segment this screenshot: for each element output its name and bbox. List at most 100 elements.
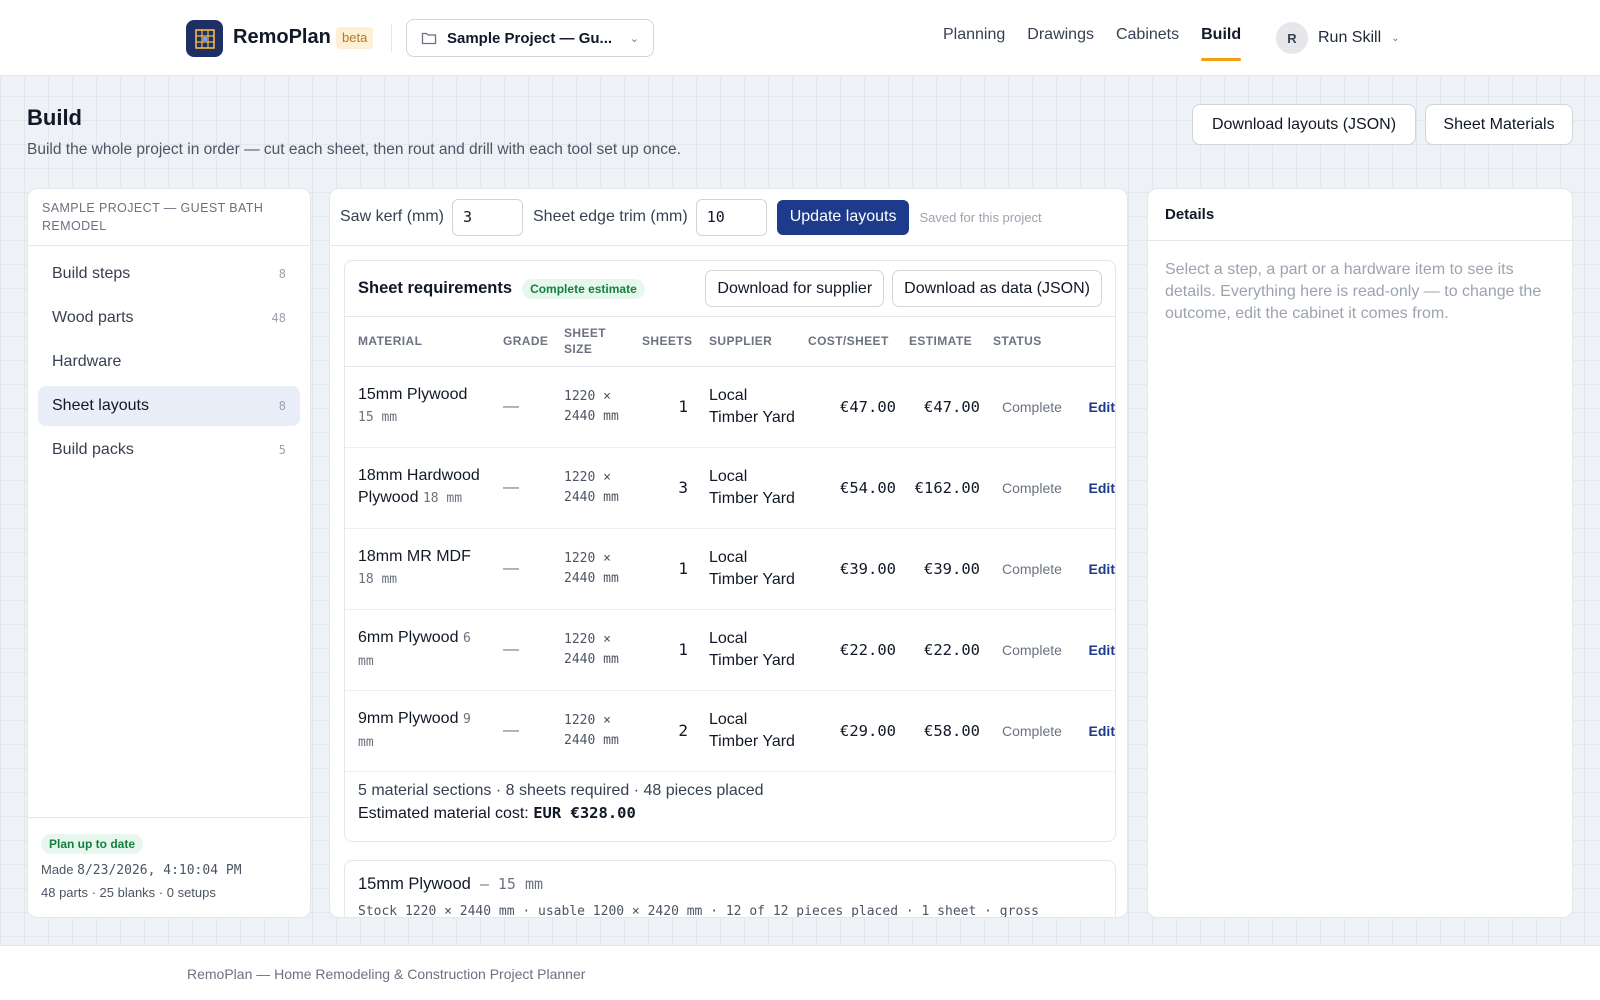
- material-thickness: 18 mm: [358, 572, 398, 587]
- column-header: SHEETS: [629, 317, 696, 367]
- edit-link[interactable]: Edit: [1080, 609, 1115, 691]
- sidebar-item-label: Build packs: [52, 441, 134, 458]
- sidebar-item-hardware[interactable]: Hardware: [38, 342, 300, 382]
- nav-planning[interactable]: Planning: [943, 26, 1006, 43]
- project-selector-label: Sample Project — Gu...: [447, 29, 613, 47]
- saw-kerf-input[interactable]: [452, 198, 523, 236]
- download-for-supplier-button[interactable]: Download for supplier: [705, 270, 885, 307]
- edit-link[interactable]: Edit: [1080, 366, 1115, 448]
- user-menu[interactable]: R Run Skill ⌄: [1276, 22, 1400, 54]
- status-cell: Complete: [980, 609, 1081, 691]
- sheet-materials-button[interactable]: Sheet Materials: [1425, 104, 1573, 145]
- sidebar-item-build-steps[interactable]: Build steps 8: [38, 254, 300, 294]
- table-row[interactable]: 18mm Hardwood Plywood 18 mm — 1220 × 244…: [345, 447, 1115, 529]
- sidebar-nav: Build steps 8 Wood parts 48 Hardware She…: [28, 246, 310, 482]
- sidebar-item-sheet-layouts[interactable]: Sheet layouts 8: [38, 386, 300, 426]
- grade-cell: —: [490, 690, 551, 772]
- column-header: ESTIMATE: [896, 317, 980, 367]
- material-cell: 15mm Plywood 15 mm: [345, 366, 490, 448]
- material-name: 6mm Plywood: [358, 628, 459, 646]
- download-layouts-button[interactable]: Download layouts (JSON): [1192, 104, 1416, 145]
- material-section-description: Stock 1220 × 2440 mm · usable 1200 × 242…: [358, 904, 1039, 918]
- material-name: 9mm Plywood: [358, 709, 459, 727]
- material-name: 15mm Plywood: [358, 386, 468, 403]
- sidebar-item-label: Sheet layouts: [52, 397, 149, 414]
- estimated-cost-label: Estimated material cost:: [358, 804, 529, 822]
- page-footer: RemoPlan — Home Remodeling & Constructio…: [0, 945, 1600, 1000]
- sidebar-item-build-packs[interactable]: Build packs 5: [38, 430, 300, 470]
- sheets-cell: 1: [629, 609, 696, 691]
- edge-trim-label: Sheet edge trim (mm): [533, 208, 688, 225]
- estimate-cell: €39.00: [896, 528, 980, 610]
- sheet-size-cell: 1220 × 2440 mm: [551, 366, 629, 448]
- table-row[interactable]: 18mm MR MDF 18 mm — 1220 × 2440 mm 1 Loca…: [345, 528, 1115, 610]
- edit-link[interactable]: Edit: [1080, 690, 1115, 772]
- column-header: MATERIAL: [345, 317, 490, 367]
- nav-drawings[interactable]: Drawings: [1027, 26, 1094, 43]
- plan-made-label: Made: [41, 862, 74, 877]
- column-header: STATUS: [980, 317, 1081, 367]
- page-subtitle: Build the whole project in order — cut e…: [27, 141, 681, 158]
- material-thickness: 9 mm: [358, 711, 471, 750]
- supplier-cell: Local Timber Yard: [696, 366, 795, 448]
- beta-badge: beta: [336, 27, 374, 49]
- table-row[interactable]: 6mm Plywood 6 mm — 1220 × 2440 mm 1 Loca…: [345, 609, 1115, 691]
- estimated-cost: Estimated material cost: EUR €328.00: [358, 804, 1102, 823]
- cost-cell: €39.00: [795, 528, 896, 610]
- table-row[interactable]: 9mm Plywood 9 mm — 1220 × 2440 mm 2 Loca…: [345, 690, 1115, 772]
- edit-link[interactable]: Edit: [1080, 447, 1115, 529]
- nav-cabinets[interactable]: Cabinets: [1115, 26, 1180, 43]
- material-section-card: 15mm Plywood — 15 mm Stock 1220 × 2440 m…: [344, 860, 1116, 918]
- sidebar-item-label: Build steps: [52, 265, 131, 282]
- plan-status: Plan up to date Made 8/23/2026, 4:10:04 …: [28, 817, 310, 917]
- sheets-cell: 2: [629, 690, 696, 772]
- grade-cell: —: [490, 609, 551, 691]
- table-row[interactable]: 15mm Plywood 15 mm — 1220 × 2440 mm 1 Loc…: [345, 366, 1115, 448]
- status-cell: Complete: [980, 528, 1081, 610]
- status-badge: Complete estimate: [522, 278, 645, 299]
- supplier-cell: Local Timber Yard: [696, 447, 795, 529]
- summary-line: 5 material sections · 8 sheets required …: [358, 781, 764, 799]
- top-bar: RemoPlan beta Sample Project — Gu... ⌄ P…: [0, 0, 1600, 76]
- column-header: GRADE: [490, 317, 551, 367]
- project-selector[interactable]: Sample Project — Gu... ⌄: [406, 19, 654, 57]
- sheet-requirements-title: Sheet requirements: [358, 279, 513, 297]
- sheet-size-cell: 1220 × 2440 mm: [551, 447, 629, 529]
- saw-kerf-label: Saw kerf (mm): [340, 208, 444, 225]
- sheets-cell: 3: [629, 447, 696, 529]
- saved-note: Saved for this project: [919, 209, 1042, 225]
- update-layouts-button[interactable]: Update layouts: [776, 199, 910, 235]
- sidebar-item-count: 48: [271, 311, 286, 325]
- sidebar-item-label: Hardware: [52, 353, 122, 370]
- sheet-requirements-header: Sheet requirements Complete estimate Dow…: [345, 261, 1115, 317]
- status-badge: Plan up to date: [41, 834, 144, 854]
- table-header-row: MATERIAL GRADE SHEET SIZE SHEETS SUPPLIE…: [345, 317, 1115, 367]
- sidebar-item-wood-parts[interactable]: Wood parts 48: [38, 298, 300, 338]
- edit-link[interactable]: Edit: [1080, 528, 1115, 610]
- page-title: Build: [27, 105, 82, 130]
- requirements-summary: 5 material sections · 8 sheets required …: [345, 772, 1115, 833]
- sidebar-item-count: 5: [278, 443, 286, 457]
- plan-made-value: 8/23/2026, 4:10:04 PM: [77, 863, 242, 878]
- sheet-requirements-table: MATERIAL GRADE SHEET SIZE SHEETS SUPPLIE…: [345, 317, 1115, 772]
- cost-cell: €22.00: [795, 609, 896, 691]
- download-json-button[interactable]: Download as data (JSON): [892, 270, 1102, 307]
- sidebar-project-name: SAMPLE PROJECT — GUEST BATH REMODEL: [28, 189, 310, 246]
- sheet-size-cell: 1220 × 2440 mm: [551, 528, 629, 610]
- edge-trim-input[interactable]: [695, 198, 767, 236]
- material-cell: 9mm Plywood 9 mm: [345, 690, 490, 772]
- supplier-cell: Local Timber Yard: [696, 690, 795, 772]
- supplier-cell: Local Timber Yard: [696, 528, 795, 610]
- app-name: RemoPlan: [233, 26, 331, 48]
- sidebar-item-count: 8: [278, 399, 286, 413]
- details-empty-text: Select a step, a part or a hardware item…: [1165, 261, 1542, 322]
- main-nav: Planning Drawings Cabinets Build: [943, 26, 1263, 61]
- header-divider: [391, 24, 392, 52]
- estimated-cost-value: EUR €328.00: [533, 803, 636, 822]
- nav-build[interactable]: Build: [1201, 26, 1242, 61]
- footer-text: RemoPlan — Home Remodeling & Constructio…: [187, 966, 586, 982]
- app-logo[interactable]: [186, 20, 223, 57]
- column-header: SUPPLIER: [696, 317, 795, 367]
- sheet-size-cell: 1220 × 2440 mm: [551, 690, 629, 772]
- cost-cell: €54.00: [795, 447, 896, 529]
